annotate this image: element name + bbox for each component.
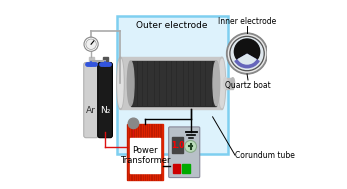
Bar: [117, 16, 228, 154]
Wedge shape: [237, 53, 257, 65]
Circle shape: [234, 39, 260, 64]
Bar: [127, 124, 163, 180]
Bar: [131, 61, 216, 106]
Ellipse shape: [218, 57, 226, 109]
Ellipse shape: [223, 78, 227, 89]
Ellipse shape: [118, 59, 123, 108]
Bar: [172, 137, 183, 153]
Circle shape: [185, 140, 196, 152]
Text: 1.0: 1.0: [171, 141, 184, 150]
Bar: [172, 164, 180, 173]
Circle shape: [231, 38, 263, 69]
FancyBboxPatch shape: [84, 63, 99, 138]
Text: Corundum tube: Corundum tube: [235, 150, 295, 160]
Text: N₂: N₂: [100, 106, 110, 115]
Ellipse shape: [231, 78, 235, 89]
Circle shape: [84, 37, 98, 51]
Circle shape: [128, 118, 139, 129]
FancyBboxPatch shape: [169, 127, 200, 177]
Circle shape: [86, 39, 96, 50]
Circle shape: [230, 36, 264, 71]
Ellipse shape: [213, 61, 220, 106]
Bar: [183, 164, 190, 173]
Bar: [130, 138, 160, 173]
Wedge shape: [234, 53, 260, 68]
Bar: [225, 78, 233, 89]
Text: Power
Transformer: Power Transformer: [120, 146, 170, 165]
Bar: [88, 57, 94, 65]
Text: Quartz boat: Quartz boat: [225, 81, 271, 91]
Bar: [120, 57, 222, 109]
Circle shape: [228, 35, 266, 72]
Ellipse shape: [127, 61, 134, 106]
FancyBboxPatch shape: [98, 63, 112, 138]
Bar: [102, 57, 108, 65]
Text: Inner electrode: Inner electrode: [218, 17, 276, 26]
Ellipse shape: [219, 59, 225, 108]
Text: Ar: Ar: [86, 106, 96, 115]
Text: Outer electrode: Outer electrode: [136, 21, 208, 30]
Circle shape: [227, 33, 268, 74]
Ellipse shape: [117, 57, 124, 109]
